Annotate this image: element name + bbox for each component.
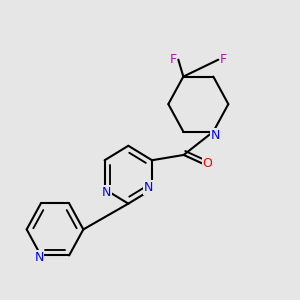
Text: F: F bbox=[170, 53, 177, 66]
Text: N: N bbox=[144, 181, 153, 194]
Text: N: N bbox=[34, 251, 44, 264]
Text: F: F bbox=[220, 53, 227, 66]
Text: N: N bbox=[102, 185, 111, 199]
Text: N: N bbox=[210, 129, 220, 142]
Text: O: O bbox=[203, 157, 213, 169]
